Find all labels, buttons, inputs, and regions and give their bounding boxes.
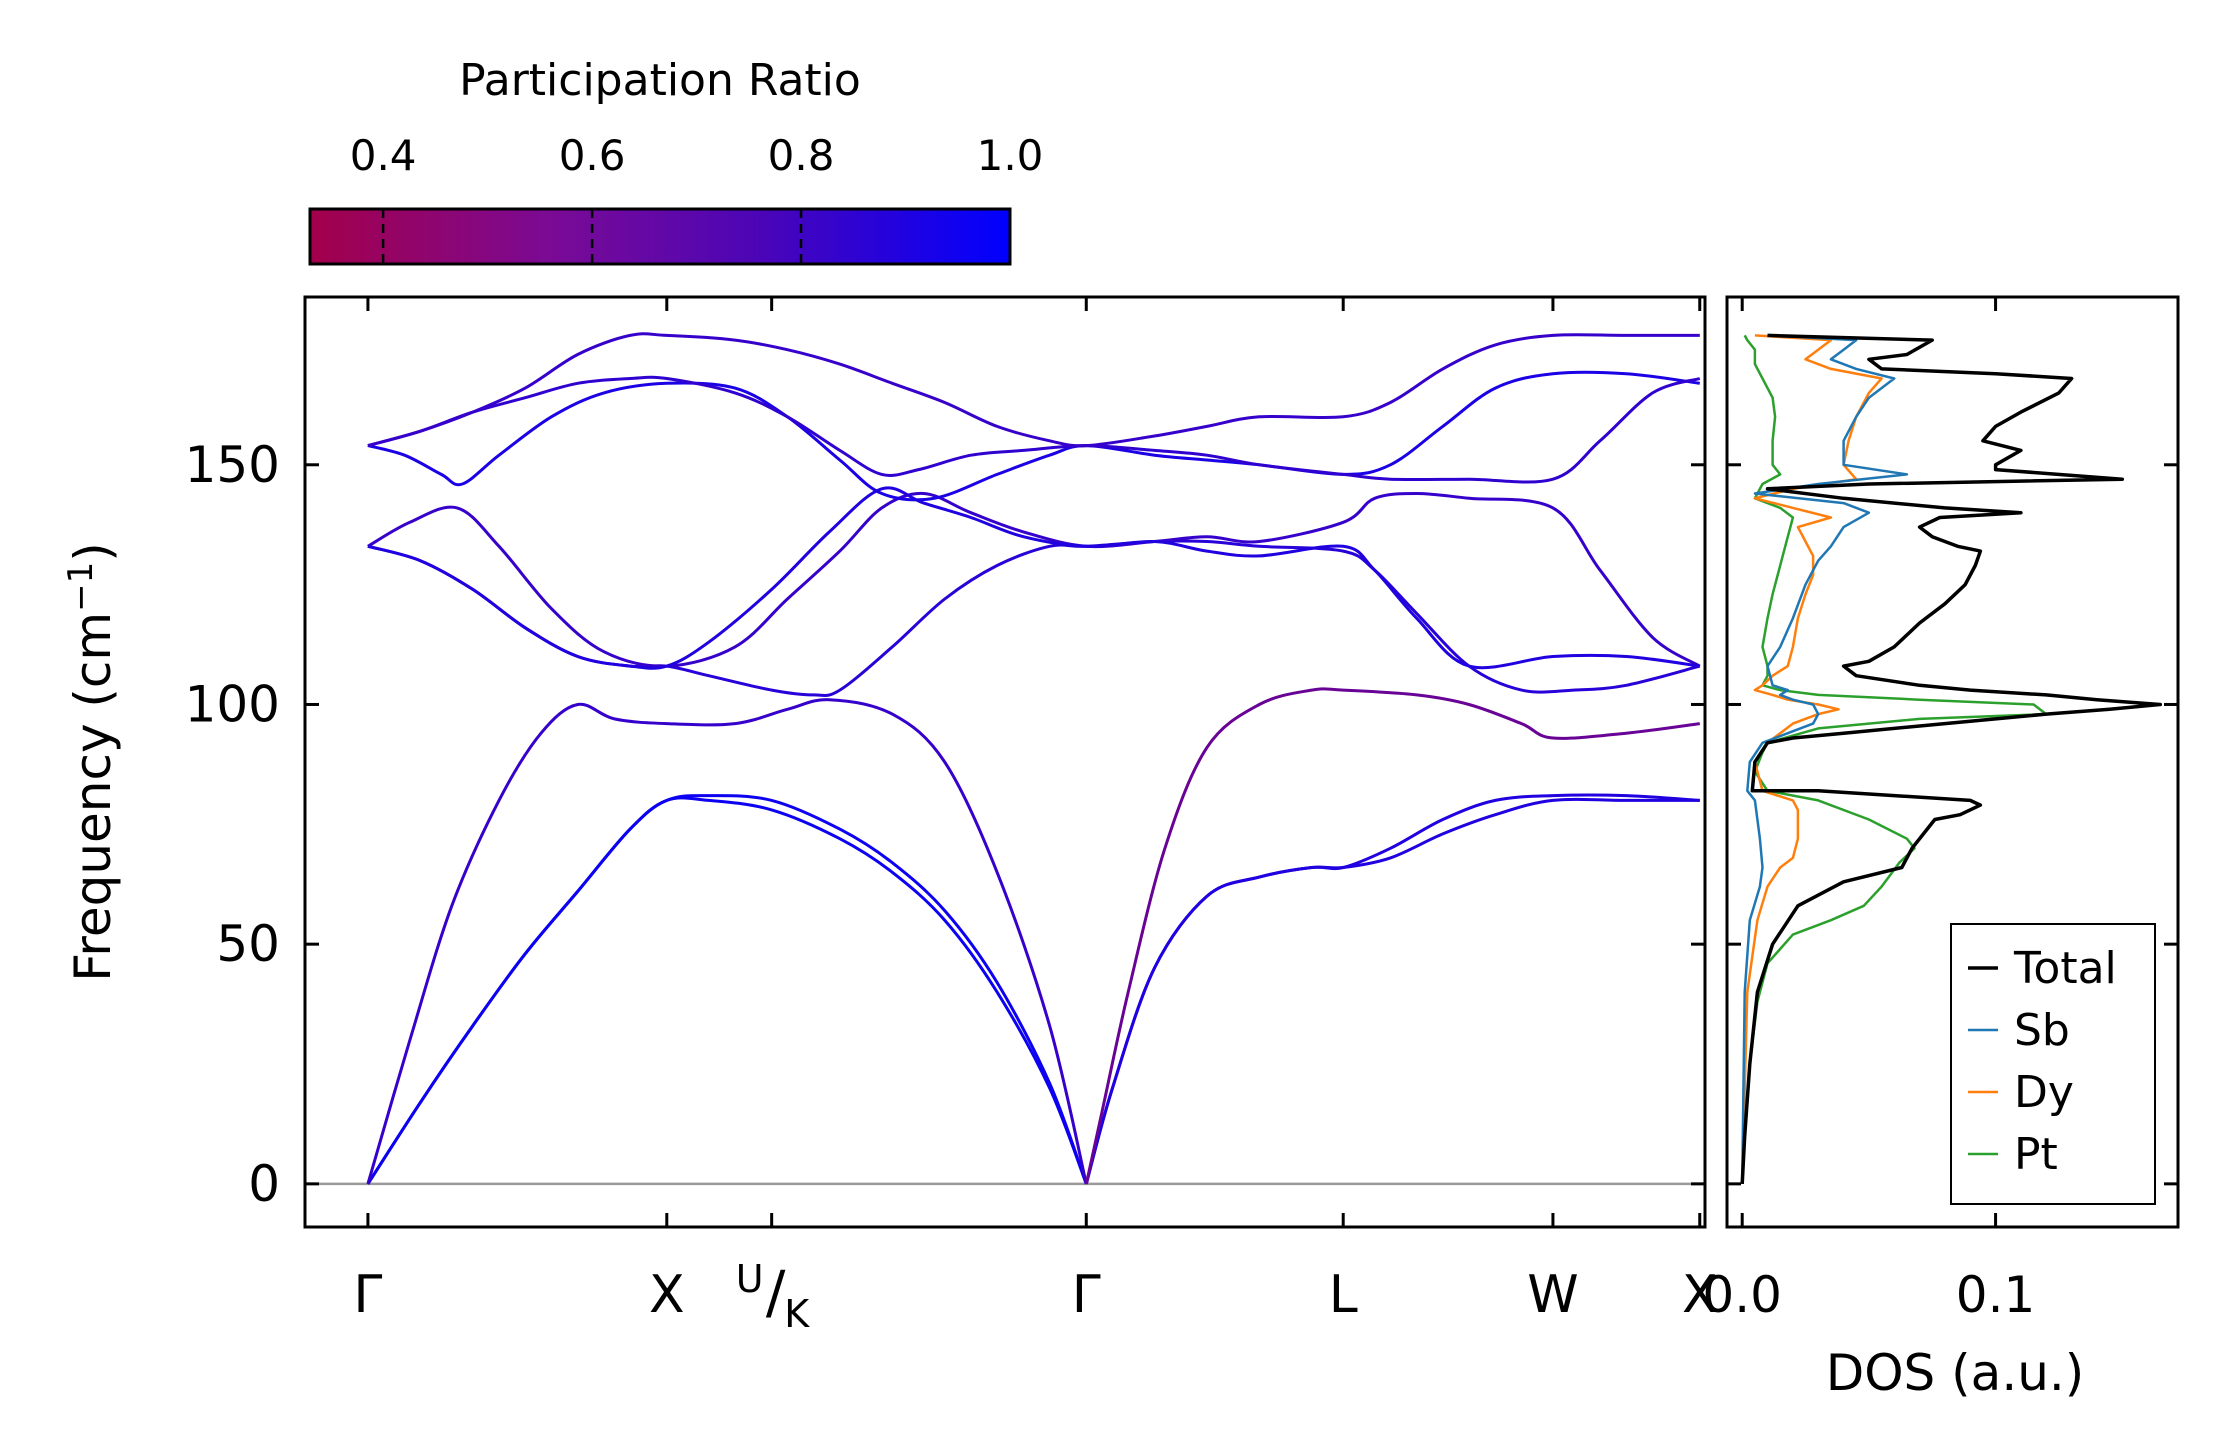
y-tick-label-2: 100: [185, 675, 280, 733]
dos-curve-sb: [1740, 334, 1909, 1184]
legend-label-pt: Pt: [2014, 1129, 2058, 1180]
y-axis-label-end: ): [64, 542, 122, 562]
dos-x-axis-label: DOS (a.u.): [1826, 1344, 2085, 1402]
y-tick-label-0: 0: [248, 1155, 280, 1213]
colorbar-tick-label-3: 1.0: [977, 131, 1044, 180]
colorbar-title: Participation Ratio: [459, 55, 861, 106]
band-LA-a: [366, 698, 1088, 1185]
band-TA-b: [1084, 793, 1700, 1185]
band-TA1: [366, 796, 1088, 1185]
band-O4: [367, 370, 1700, 502]
colorbar-tick-label-1: 0.6: [559, 131, 626, 180]
dos-curve-pt: [1740, 334, 2048, 1184]
y-axis-label-main: Frequency (cm: [64, 612, 122, 982]
dos-legend-box: [1950, 923, 2156, 1205]
legend-label-total: Total: [2013, 943, 2117, 994]
kpoint-label-slash-2: /: [766, 1258, 786, 1326]
y-tick-label-3: 150: [185, 436, 280, 494]
kpoint-label-5: W: [1527, 1265, 1578, 1325]
dos-plot-ticks: 0.0 0.1: [1702, 297, 2178, 1324]
colorbar-tick-label-0: 0.4: [350, 131, 417, 180]
dos-curve-dy: [1740, 334, 1883, 1184]
colorbar: Participation Ratio 0.4 0.6 0.8 1.0: [308, 55, 1044, 266]
band-plot-ticks: 0 50 100 150: [185, 297, 1705, 1227]
band-O1: [367, 539, 1701, 697]
colorbar-ticks: 0.4 0.6 0.8 1.0: [350, 131, 1044, 264]
kpoint-label-4: L: [1329, 1265, 1358, 1325]
kpoint-label-lower-2: K: [784, 1292, 810, 1336]
colorbar-gradient: [308, 207, 1012, 266]
phonon-bands: [366, 332, 1701, 1185]
dos-x-tick-label-0: 0.0: [1702, 1266, 1782, 1324]
band-TA2: [366, 794, 1088, 1185]
kpoint-label-1: X: [649, 1265, 685, 1325]
kpoint-label-upper-2: U: [736, 1257, 764, 1301]
kpoint-label-0: Γ: [353, 1265, 382, 1325]
dos-curves: [1740, 333, 2163, 1184]
kpoint-labels: Γ X U/K Γ L W X: [353, 1257, 1717, 1336]
y-axis-label: Frequency (cm−1): [61, 542, 122, 982]
band-O6: [367, 332, 1700, 448]
kpoint-label-3: Γ: [1072, 1265, 1101, 1325]
band-LA-c: [1084, 687, 1700, 1185]
dos-curve-total: [1740, 333, 2163, 1184]
band-LA-b: [1084, 797, 1700, 1185]
dos-plot: 0.0 0.1 DOS (a.u.) Total Sb Dy Pt: [1702, 295, 2180, 1402]
y-axis-label-exponent: −1: [61, 562, 101, 612]
band-structure-plot: 0 50 100 150 Γ X U/K Γ L W X Frequency (cm−1): [61, 295, 1718, 1336]
kpoint-label-6: X: [1682, 1265, 1718, 1325]
dos-plot-frame: [1725, 295, 2180, 1229]
band-plot-frame: [303, 295, 1707, 1229]
band-O3: [367, 486, 1700, 670]
y-tick-label-1: 50: [216, 915, 280, 973]
band-O2: [367, 491, 1701, 668]
dos-legend: Total Sb Dy Pt: [1950, 923, 2156, 1205]
colorbar-tick-label-2: 0.8: [768, 131, 835, 180]
dos-legend-items: Total Sb Dy Pt: [1968, 943, 2117, 1180]
legend-label-dy: Dy: [2014, 1067, 2074, 1118]
dos-x-tick-label-1: 0.1: [1956, 1266, 2036, 1324]
band-O5: [367, 375, 1701, 484]
legend-label-sb: Sb: [2014, 1005, 2070, 1056]
